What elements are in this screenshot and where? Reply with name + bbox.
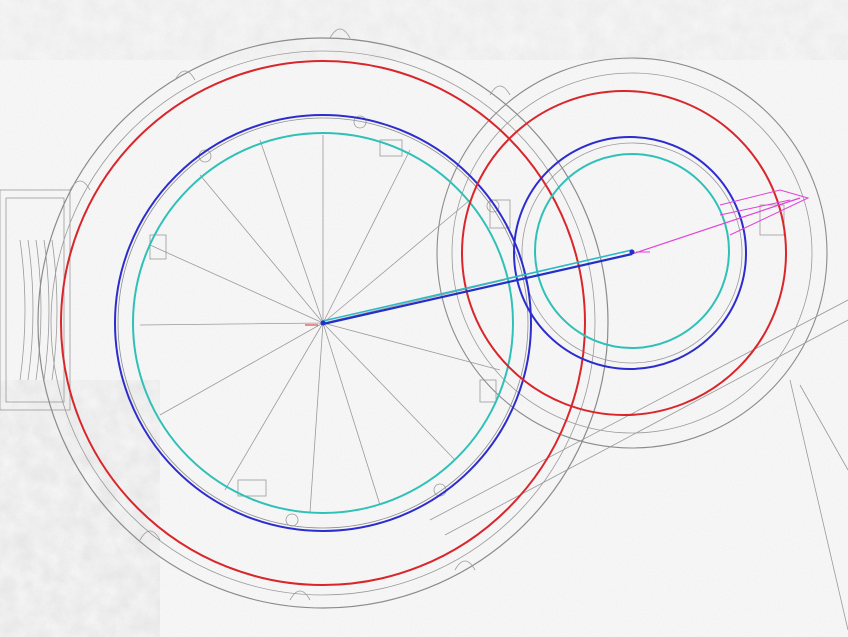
centre-measure-line-cyan [322,249,633,322]
magenta-construction [719,189,810,236]
small-centre-point [629,249,635,255]
overlay-circles [60,60,787,586]
large-centre-point [320,320,326,326]
measurement-lines [305,189,810,326]
small-inner-circle [534,153,730,349]
large-middle-circle [114,114,532,532]
foliage-top [0,0,848,60]
centre-measure-line-blue [322,252,633,326]
large-inner-circle [132,132,514,514]
extension-line-magenta [631,197,801,255]
small-outer-circle [461,90,787,416]
small-middle-circle [513,136,747,370]
large-outer-circle [60,60,586,586]
